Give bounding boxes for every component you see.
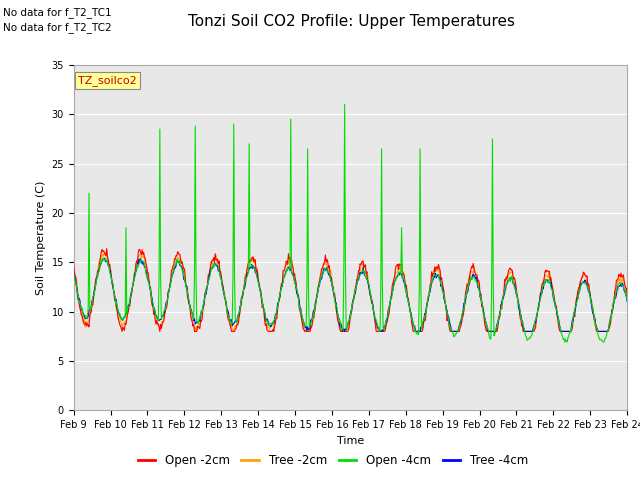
Text: No data for f_T2_TC2: No data for f_T2_TC2 bbox=[3, 22, 112, 33]
Legend: Open -2cm, Tree -2cm, Open -4cm, Tree -4cm: Open -2cm, Tree -2cm, Open -4cm, Tree -4… bbox=[133, 449, 532, 472]
Text: Tonzi Soil CO2 Profile: Upper Temperatures: Tonzi Soil CO2 Profile: Upper Temperatur… bbox=[189, 14, 515, 29]
Text: No data for f_T2_TC1: No data for f_T2_TC1 bbox=[3, 7, 112, 18]
Y-axis label: Soil Temperature (C): Soil Temperature (C) bbox=[36, 180, 46, 295]
X-axis label: Time: Time bbox=[337, 436, 364, 445]
Text: TZ_soilco2: TZ_soilco2 bbox=[78, 75, 137, 86]
